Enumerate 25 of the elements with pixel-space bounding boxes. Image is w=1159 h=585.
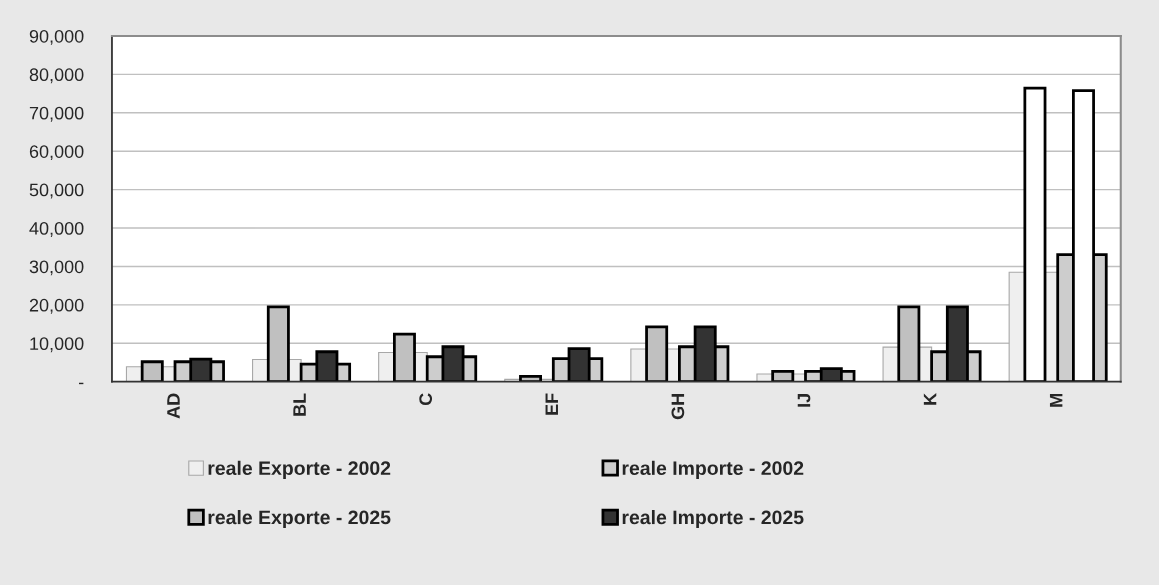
y-tick-label: 20,000 bbox=[29, 298, 84, 314]
legend-label: reale Exporte - 2002 bbox=[208, 460, 391, 479]
bar bbox=[519, 374, 543, 382]
x-tick-label: K bbox=[923, 392, 937, 405]
x-tick-label: AD bbox=[167, 393, 180, 419]
legend-label: reale Importe - 2025 bbox=[622, 509, 804, 529]
bar bbox=[771, 369, 795, 382]
y-tick-label: 80,000 bbox=[29, 68, 84, 84]
y-tick-label: 60,000 bbox=[29, 145, 84, 161]
x-tick-label: M bbox=[1049, 394, 1063, 407]
y-tick-label: 50,000 bbox=[29, 183, 84, 199]
y-tick-label: - bbox=[78, 382, 84, 385]
bar bbox=[140, 360, 164, 382]
y-tick-label: 90,000 bbox=[29, 29, 84, 45]
y-tick-label: 30,000 bbox=[29, 260, 84, 276]
x-tick-label: IJ bbox=[797, 394, 811, 407]
y-tick-label: 70,000 bbox=[29, 106, 84, 122]
y-tick-label: 10,000 bbox=[30, 337, 84, 353]
legend-label: reale Importe - 2002 bbox=[622, 460, 804, 479]
x-tick-label: C bbox=[419, 393, 433, 406]
legend-label: reale Exporte - 2025 bbox=[208, 509, 391, 529]
x-tick-label: EF bbox=[545, 393, 558, 415]
y-tick-label: 40,000 bbox=[29, 221, 84, 237]
x-tick-label: GH bbox=[671, 394, 685, 420]
x-tick-label: BL bbox=[293, 393, 306, 416]
